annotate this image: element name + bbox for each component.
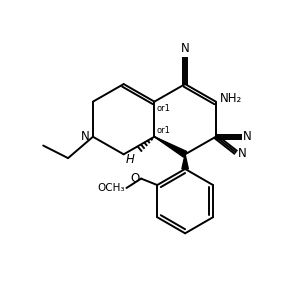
Text: N: N bbox=[243, 130, 252, 143]
Text: NH₂: NH₂ bbox=[220, 92, 242, 105]
Text: N: N bbox=[181, 42, 190, 55]
Text: N: N bbox=[238, 147, 247, 160]
Text: or1: or1 bbox=[156, 104, 170, 113]
Text: H: H bbox=[126, 153, 134, 166]
Text: OCH₃: OCH₃ bbox=[98, 183, 125, 193]
Polygon shape bbox=[182, 154, 188, 169]
Text: O: O bbox=[130, 172, 140, 185]
Text: N: N bbox=[81, 130, 89, 143]
Text: or1: or1 bbox=[156, 126, 170, 135]
Polygon shape bbox=[154, 137, 187, 157]
